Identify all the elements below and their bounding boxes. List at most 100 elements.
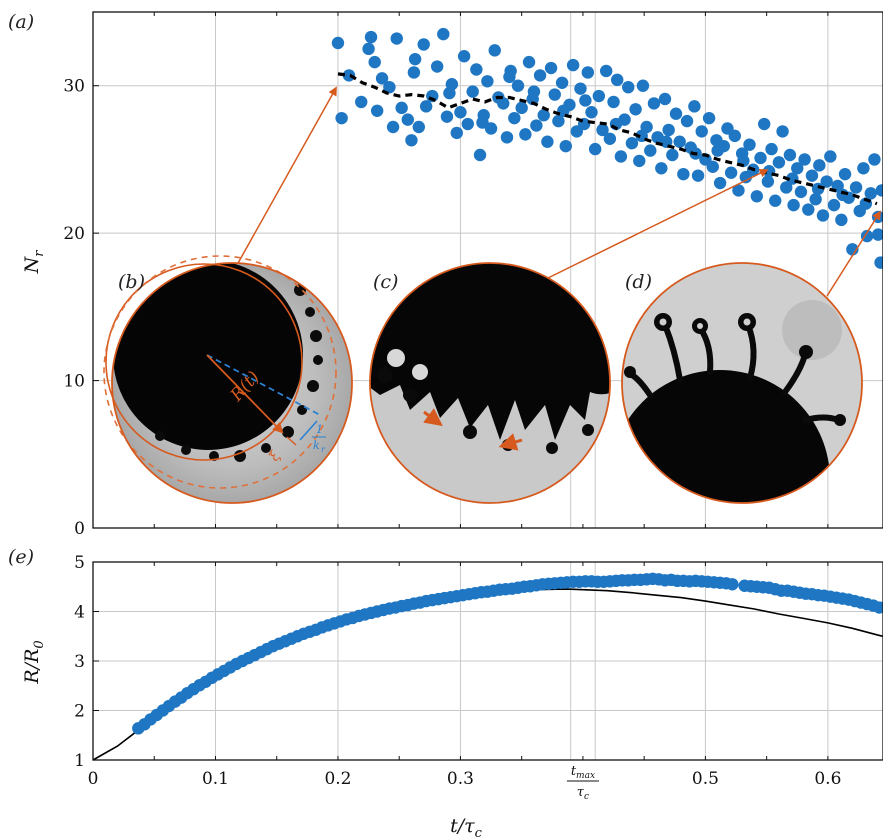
data-point: [794, 185, 808, 199]
data-point: [368, 55, 381, 69]
svg-text:τc: τc: [577, 785, 589, 802]
data-point: [457, 50, 471, 63]
data-point: [695, 125, 708, 138]
data-point: [555, 76, 569, 89]
data-point: [557, 104, 570, 117]
x-tick-label: 0.2: [324, 769, 351, 789]
inset-c: (c): [369, 262, 611, 504]
envelope-circle: [103, 255, 337, 489]
data-point: [713, 176, 727, 190]
y-tick-label: 0: [74, 519, 85, 539]
data-point: [574, 82, 587, 95]
data-point: [437, 27, 450, 41]
data-point: [364, 30, 378, 44]
data-point: [772, 156, 786, 169]
data-point: [706, 160, 719, 173]
inset-b-border: [111, 262, 353, 504]
panel-a-frame: [92, 11, 883, 529]
data-point: [673, 135, 686, 148]
data-point: [864, 187, 877, 200]
data-point: [430, 60, 444, 73]
data-point: [622, 80, 635, 94]
data-point: [791, 162, 804, 175]
data-point: [655, 162, 668, 175]
data-point: [824, 150, 837, 163]
data-point: [527, 85, 541, 98]
data-point: [370, 104, 384, 117]
data-point: [500, 131, 514, 144]
leader-d: [826, 210, 881, 297]
data-point: [875, 184, 883, 197]
data-point: [846, 243, 859, 256]
data-point: [548, 88, 561, 101]
data-point: [805, 169, 819, 182]
data-point: [599, 64, 613, 78]
data-point: [754, 151, 767, 165]
y-tick-label: 4: [74, 603, 85, 623]
data-point: [666, 148, 679, 162]
x-tick-label: 0.3: [447, 769, 474, 789]
data-point: [691, 169, 705, 182]
data-point: [488, 44, 501, 57]
data-point: [780, 181, 793, 194]
radius-arrow: [206, 354, 284, 434]
x-tick-label: 0: [88, 769, 99, 789]
data-point: [636, 79, 650, 92]
data-point: [761, 175, 775, 188]
data-point: [757, 117, 771, 131]
data-point: [798, 153, 811, 166]
data-point: [579, 94, 592, 107]
data-point: [669, 107, 683, 120]
svg-text:R/R0: R/R0: [21, 640, 47, 684]
data-point: [342, 69, 356, 82]
data-point: [860, 229, 874, 243]
data-point: [629, 103, 642, 116]
y-tick-label: 3: [74, 652, 85, 672]
data-point: [603, 132, 617, 145]
data-point: [552, 114, 565, 128]
panel-e-label: (e): [8, 546, 34, 568]
wavelength-marker: [299, 420, 318, 441]
svg-text:t/τc: t/τc: [450, 815, 483, 839]
panel-a-mean-curve: [337, 72, 878, 206]
data-point: [873, 601, 883, 614]
data-point: [383, 80, 396, 94]
x-tick-label: 0.6: [814, 769, 841, 789]
leader-c: [547, 169, 769, 279]
data-point: [401, 113, 414, 126]
data-point: [820, 175, 833, 188]
data-point: [508, 111, 521, 125]
panel-e-scatter: [132, 572, 883, 735]
data-point: [544, 61, 558, 75]
data-point: [871, 228, 883, 241]
data-point: [530, 119, 543, 132]
data-point: [677, 167, 690, 181]
data-point: [662, 123, 675, 137]
radius-dashed-line: [206, 354, 321, 416]
data-point: [588, 142, 602, 156]
data-point: [331, 36, 345, 50]
data-point: [497, 97, 510, 110]
panel-e-plot: 1 2 3 4 5 0 0.1 0.2 0.3 tmax τc 0.5 0.6: [74, 553, 883, 802]
data-point: [537, 109, 550, 122]
data-point: [868, 153, 881, 166]
inset-b: R(t) 1 k r ξ (b): [103, 255, 353, 504]
data-point: [412, 120, 425, 134]
panel-a-ylabel: Nr: [21, 250, 47, 275]
panel-a-plot: 0 10 20 30: [63, 11, 883, 539]
data-point: [440, 110, 454, 123]
data-point: [724, 166, 738, 179]
data-point: [559, 139, 572, 153]
data-point: [581, 66, 595, 79]
data-point: [813, 159, 826, 172]
y-tick-label: 5: [74, 553, 85, 573]
data-point: [466, 85, 479, 98]
panel-a-scatter: [331, 27, 883, 269]
data-point: [776, 125, 789, 138]
data-point: [644, 144, 657, 157]
data-point: [362, 42, 375, 56]
data-point: [809, 193, 822, 206]
data-point: [515, 101, 528, 115]
data-point: [726, 578, 739, 591]
x-tick-label: 0.5: [692, 769, 719, 789]
